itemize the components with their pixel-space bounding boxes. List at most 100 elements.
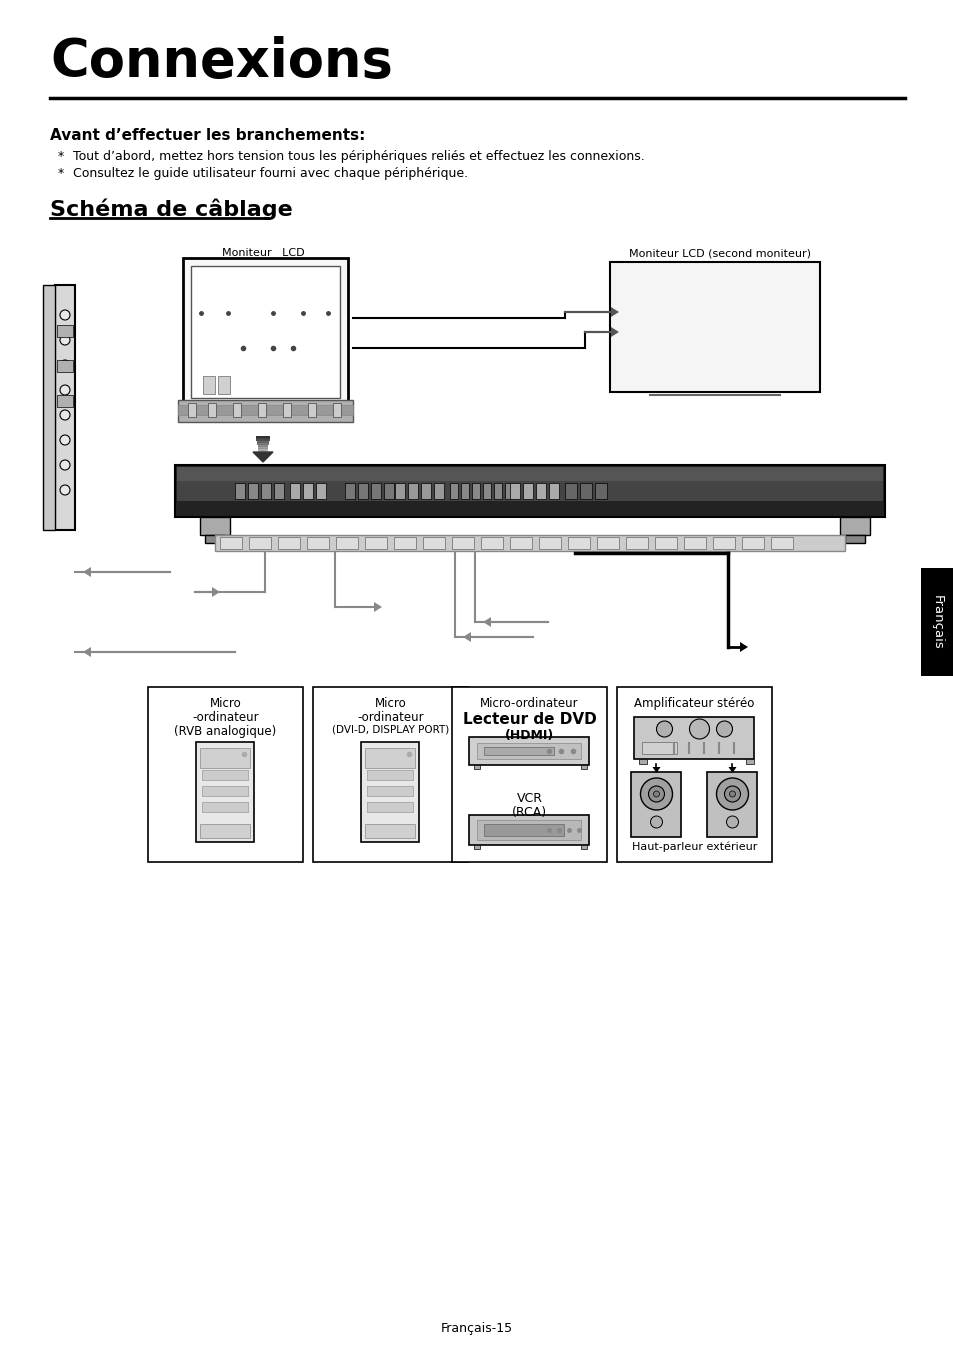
Text: Micro: Micro — [375, 697, 406, 711]
Text: Moniteur   LCD: Moniteur LCD — [221, 249, 304, 258]
Bar — [283, 403, 291, 417]
Bar — [597, 536, 618, 549]
Bar — [248, 484, 257, 499]
Bar — [191, 266, 339, 399]
Bar — [333, 403, 340, 417]
Bar — [522, 484, 533, 499]
Circle shape — [723, 786, 740, 802]
Bar — [548, 484, 558, 499]
Bar — [707, 771, 757, 838]
Bar — [745, 759, 754, 765]
Bar — [177, 467, 882, 481]
Bar — [55, 285, 75, 530]
Bar — [469, 738, 589, 765]
Bar — [259, 453, 267, 455]
Text: (DVI-D, DISPLAY PORT): (DVI-D, DISPLAY PORT) — [332, 725, 449, 735]
Bar — [148, 688, 303, 862]
Bar — [258, 450, 267, 453]
Circle shape — [60, 435, 70, 444]
Bar — [581, 765, 587, 769]
Bar — [639, 759, 647, 765]
Text: Schéma de câblage: Schéma de câblage — [50, 199, 293, 219]
Text: Amplificateur stéréo: Amplificateur stéréo — [634, 697, 754, 711]
Text: -ordinateur: -ordinateur — [356, 711, 423, 724]
Bar — [631, 771, 680, 838]
Polygon shape — [212, 586, 220, 597]
Bar — [315, 484, 326, 499]
Bar — [920, 567, 953, 676]
Bar — [460, 484, 469, 499]
Bar — [200, 824, 251, 838]
Circle shape — [656, 721, 672, 738]
Circle shape — [60, 459, 70, 470]
Polygon shape — [482, 617, 491, 627]
Text: Français-15: Français-15 — [440, 1323, 513, 1335]
Bar — [484, 824, 564, 836]
Bar — [634, 717, 754, 759]
Bar — [595, 484, 606, 499]
Bar — [249, 536, 271, 549]
Bar — [183, 258, 348, 407]
Text: (HDMI): (HDMI) — [504, 730, 554, 742]
Circle shape — [639, 778, 672, 811]
Bar — [202, 770, 248, 780]
Bar — [741, 536, 763, 549]
Bar — [367, 802, 413, 812]
Bar — [469, 815, 589, 844]
Polygon shape — [728, 767, 736, 773]
Bar — [200, 517, 230, 535]
Bar — [277, 536, 299, 549]
Bar — [200, 748, 251, 767]
Bar — [422, 536, 444, 549]
Bar — [202, 802, 248, 812]
Bar — [384, 484, 394, 499]
Bar — [536, 484, 545, 499]
Bar — [472, 484, 479, 499]
Bar — [510, 536, 532, 549]
Bar — [274, 484, 284, 499]
Bar — [365, 748, 416, 767]
Circle shape — [648, 786, 664, 802]
Text: Micro: Micro — [210, 697, 241, 711]
Circle shape — [689, 719, 709, 739]
Bar — [452, 536, 474, 549]
Bar — [177, 481, 882, 501]
Bar — [255, 436, 270, 439]
Bar — [178, 405, 353, 415]
Bar — [313, 688, 468, 862]
Bar — [259, 454, 266, 457]
Circle shape — [60, 309, 70, 320]
Bar — [394, 536, 416, 549]
Bar — [609, 262, 820, 392]
Bar — [365, 536, 387, 549]
Bar — [57, 394, 73, 407]
Bar — [474, 765, 480, 769]
Text: Connexions: Connexions — [50, 36, 393, 88]
Bar — [196, 742, 254, 842]
Text: VCR: VCR — [516, 792, 542, 805]
Bar — [261, 484, 271, 499]
Bar — [260, 458, 265, 461]
Circle shape — [60, 409, 70, 420]
Polygon shape — [610, 307, 618, 317]
Bar — [335, 536, 357, 549]
Bar — [494, 484, 501, 499]
Bar — [617, 688, 771, 862]
Bar — [477, 820, 581, 840]
Polygon shape — [83, 567, 91, 577]
Bar — [367, 786, 413, 796]
Bar — [510, 484, 519, 499]
Text: *: * — [58, 150, 64, 163]
Circle shape — [729, 790, 735, 797]
Bar — [840, 517, 869, 535]
Bar — [361, 742, 419, 842]
Bar — [256, 440, 269, 443]
Bar — [641, 742, 677, 754]
Bar — [345, 484, 355, 499]
Polygon shape — [740, 642, 747, 653]
Bar — [579, 484, 592, 499]
Bar — [57, 359, 73, 372]
Text: Micro-ordinateur: Micro-ordinateur — [479, 697, 578, 711]
Text: Avant d’effectuer les branchements:: Avant d’effectuer les branchements: — [50, 128, 365, 143]
Bar — [450, 484, 457, 499]
